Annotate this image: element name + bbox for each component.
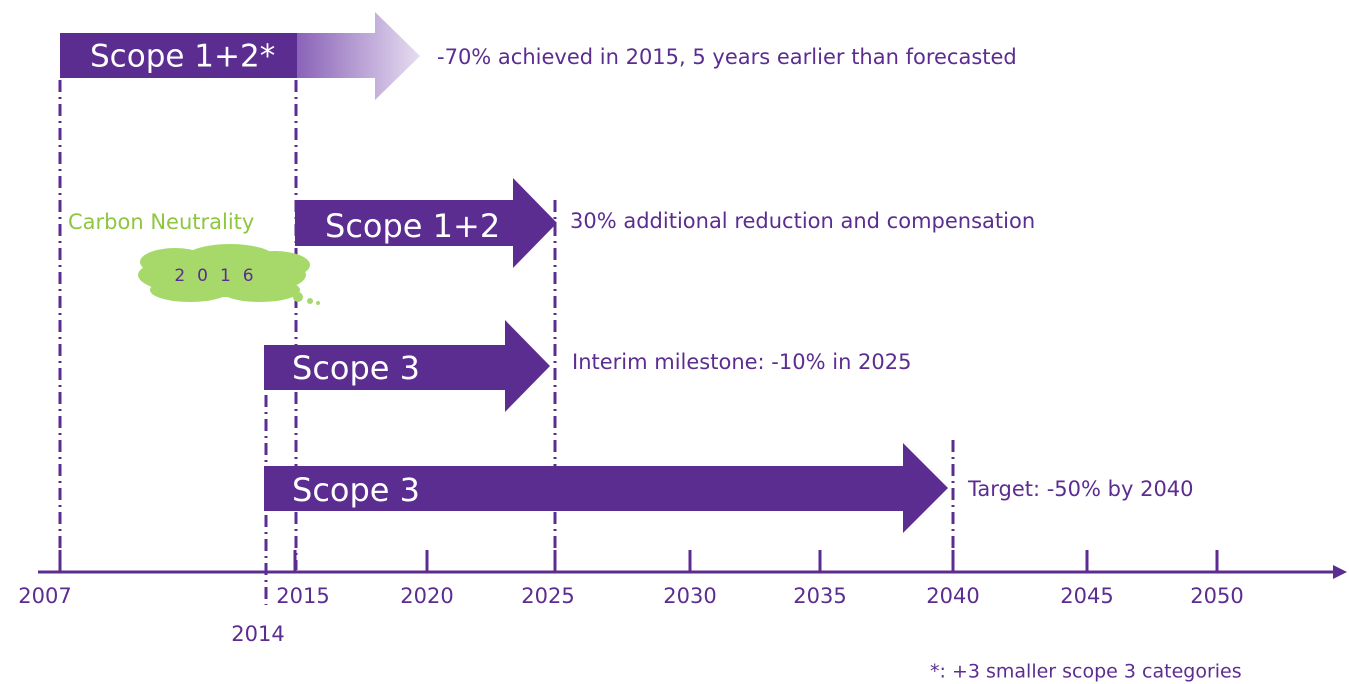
axis-arrow — [1333, 565, 1347, 579]
arrow-note: 30% additional reduction and compensatio… — [570, 209, 1035, 233]
arrow-label: Scope 3 — [292, 349, 420, 387]
arrow-note: -70% achieved in 2015, 5 years earlier t… — [437, 45, 1017, 69]
axis-label: 2030 — [663, 584, 716, 608]
axis-label: 2050 — [1190, 584, 1243, 608]
cloud — [138, 244, 320, 305]
arrow-head — [297, 12, 420, 100]
axis-label: 2045 — [1060, 584, 1113, 608]
axis-label: 2007 — [18, 584, 71, 608]
arrow — [264, 443, 948, 533]
footnote: *: +3 smaller scope 3 categories — [930, 661, 1242, 683]
arrow-label: Scope 1+2* — [90, 39, 275, 75]
arrow — [264, 320, 550, 412]
axis-label: 2025 — [521, 584, 574, 608]
axis-label: 2014 — [231, 622, 284, 646]
axis-label: 2035 — [793, 584, 846, 608]
axis-label: 2020 — [400, 584, 453, 608]
cloud-label: Carbon Neutrality — [68, 210, 254, 234]
axis-label: 2015 — [276, 584, 329, 608]
arrow-note: Target: -50% by 2040 — [967, 477, 1194, 501]
cloud-year: 2016 — [174, 266, 265, 286]
arrow-label: Scope 3 — [292, 471, 420, 509]
arrow-note: Interim milestone: -10% in 2025 — [572, 350, 912, 374]
arrow — [295, 178, 557, 268]
axis-label: 2040 — [926, 584, 979, 608]
arrow-body — [60, 33, 297, 78]
arrow-label: Scope 1+2 — [325, 207, 500, 245]
